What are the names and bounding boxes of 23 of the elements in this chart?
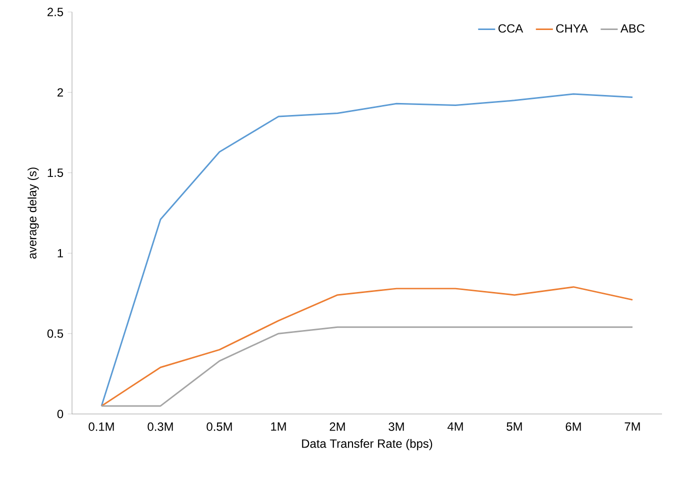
x-tick-label: 0.3M	[148, 422, 173, 431]
legend-label: ABC	[620, 24, 645, 33]
x-tick-label: 4M	[447, 422, 463, 431]
y-tick-label: 2	[58, 88, 63, 97]
x-tick-label: 5M	[506, 422, 522, 431]
x-tick-label: 3M	[388, 422, 404, 431]
x-tick-label: 6M	[566, 422, 581, 431]
x-tick-label: 1M	[271, 422, 286, 431]
line-series	[100, 93, 634, 407]
line-series	[100, 286, 634, 407]
x-tick-label: 2M	[330, 422, 345, 431]
x-axis-title: Data Transfer Rate (bps)	[302, 439, 432, 450]
y-tick-label: 2.5	[48, 8, 64, 16]
legend-label: CCA	[498, 24, 524, 33]
y-tick-label: 0.5	[47, 329, 64, 338]
y-axis-title: average delay (s)	[28, 168, 39, 259]
y-tick-label: 1	[58, 249, 63, 258]
x-tick-label: 0.5M	[206, 422, 232, 431]
legend-label: CHYA	[556, 24, 588, 33]
y-tick-label: 1.5	[48, 168, 64, 177]
y-tick-label: 0	[57, 410, 64, 418]
x-tick-label: 0.1M	[88, 422, 114, 431]
x-tick-label: 7M	[624, 422, 640, 431]
